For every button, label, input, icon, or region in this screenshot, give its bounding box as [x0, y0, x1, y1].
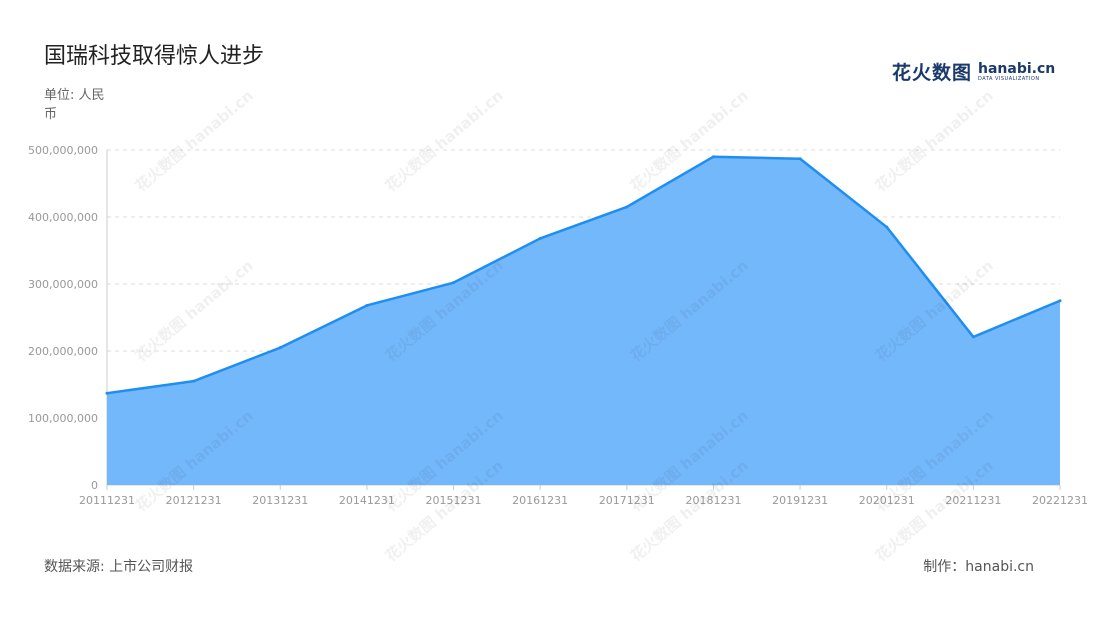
y-tick-label-4: 400,000,000 — [28, 211, 98, 224]
y-tick-label-0: 0 — [91, 479, 98, 492]
data-point-6 — [625, 205, 629, 209]
chart-title: 国瑞科技取得惊人进步 — [44, 44, 265, 69]
data-point-0 — [105, 391, 109, 395]
y-axis-ticks: 0 100,000,000 200,000,000 300,000,000 400,00… — [28, 144, 98, 492]
y-tick-label-5: 500,000,000 — [28, 144, 98, 157]
logo-chinese-text: 花火数图 — [892, 62, 973, 84]
x-tick-label-11: 20221231 — [1032, 494, 1088, 507]
area-fill — [107, 156, 1060, 485]
x-tick-label-5: 20161231 — [512, 494, 568, 507]
x-tick-label-4: 20151231 — [426, 494, 482, 507]
data-source: 数据来源: 上市公司财报 — [44, 559, 194, 575]
x-tick-label-8: 20191231 — [772, 494, 828, 507]
x-tick-label-6: 20171231 — [599, 494, 655, 507]
data-point-2 — [278, 346, 282, 350]
data-point-7 — [711, 155, 715, 159]
maker-credit: 制作：hanabi.cn — [923, 559, 1034, 575]
y-tick-label-2: 200,000,000 — [28, 345, 98, 358]
x-axis-ticks: 20111231 20121231 20131231 20141231 20151231… — [79, 485, 1088, 507]
data-point-3 — [365, 303, 369, 307]
unit-label: 单位: 人民币 — [44, 88, 105, 122]
x-tick-label-10: 20211231 — [945, 494, 1001, 507]
y-tick-label-3: 300,000,000 — [28, 278, 98, 291]
logo-english-block: hanabi.cn DATA VISUALIZATION — [978, 62, 1055, 82]
x-tick-label-3: 20141231 — [339, 494, 395, 507]
x-tick-label-9: 20201231 — [859, 494, 915, 507]
data-point-9 — [885, 225, 889, 229]
series-line — [106, 155, 1061, 395]
data-point-8 — [798, 157, 802, 161]
data-point-1 — [192, 379, 196, 383]
x-tick-label-1: 20121231 — [166, 494, 222, 507]
data-point-4 — [452, 281, 456, 285]
logo-english-text: hanabi.cn — [978, 60, 1056, 77]
x-tick-label-0: 20111231 — [79, 494, 135, 507]
data-point-10 — [971, 335, 975, 339]
data-point-11 — [1058, 299, 1062, 303]
x-tick-label-2: 20131231 — [252, 494, 308, 507]
brand-logo: 花火数图 hanabi.cn DATA VISUALIZATION — [892, 58, 1055, 85]
x-tick-label-7: 20181231 — [685, 494, 741, 507]
y-tick-label-1: 100,000,000 — [28, 412, 98, 425]
area-layer — [105, 155, 1062, 485]
logo-subtitle: DATA VISUALIZATION — [978, 75, 1040, 82]
data-point-5 — [538, 236, 542, 240]
